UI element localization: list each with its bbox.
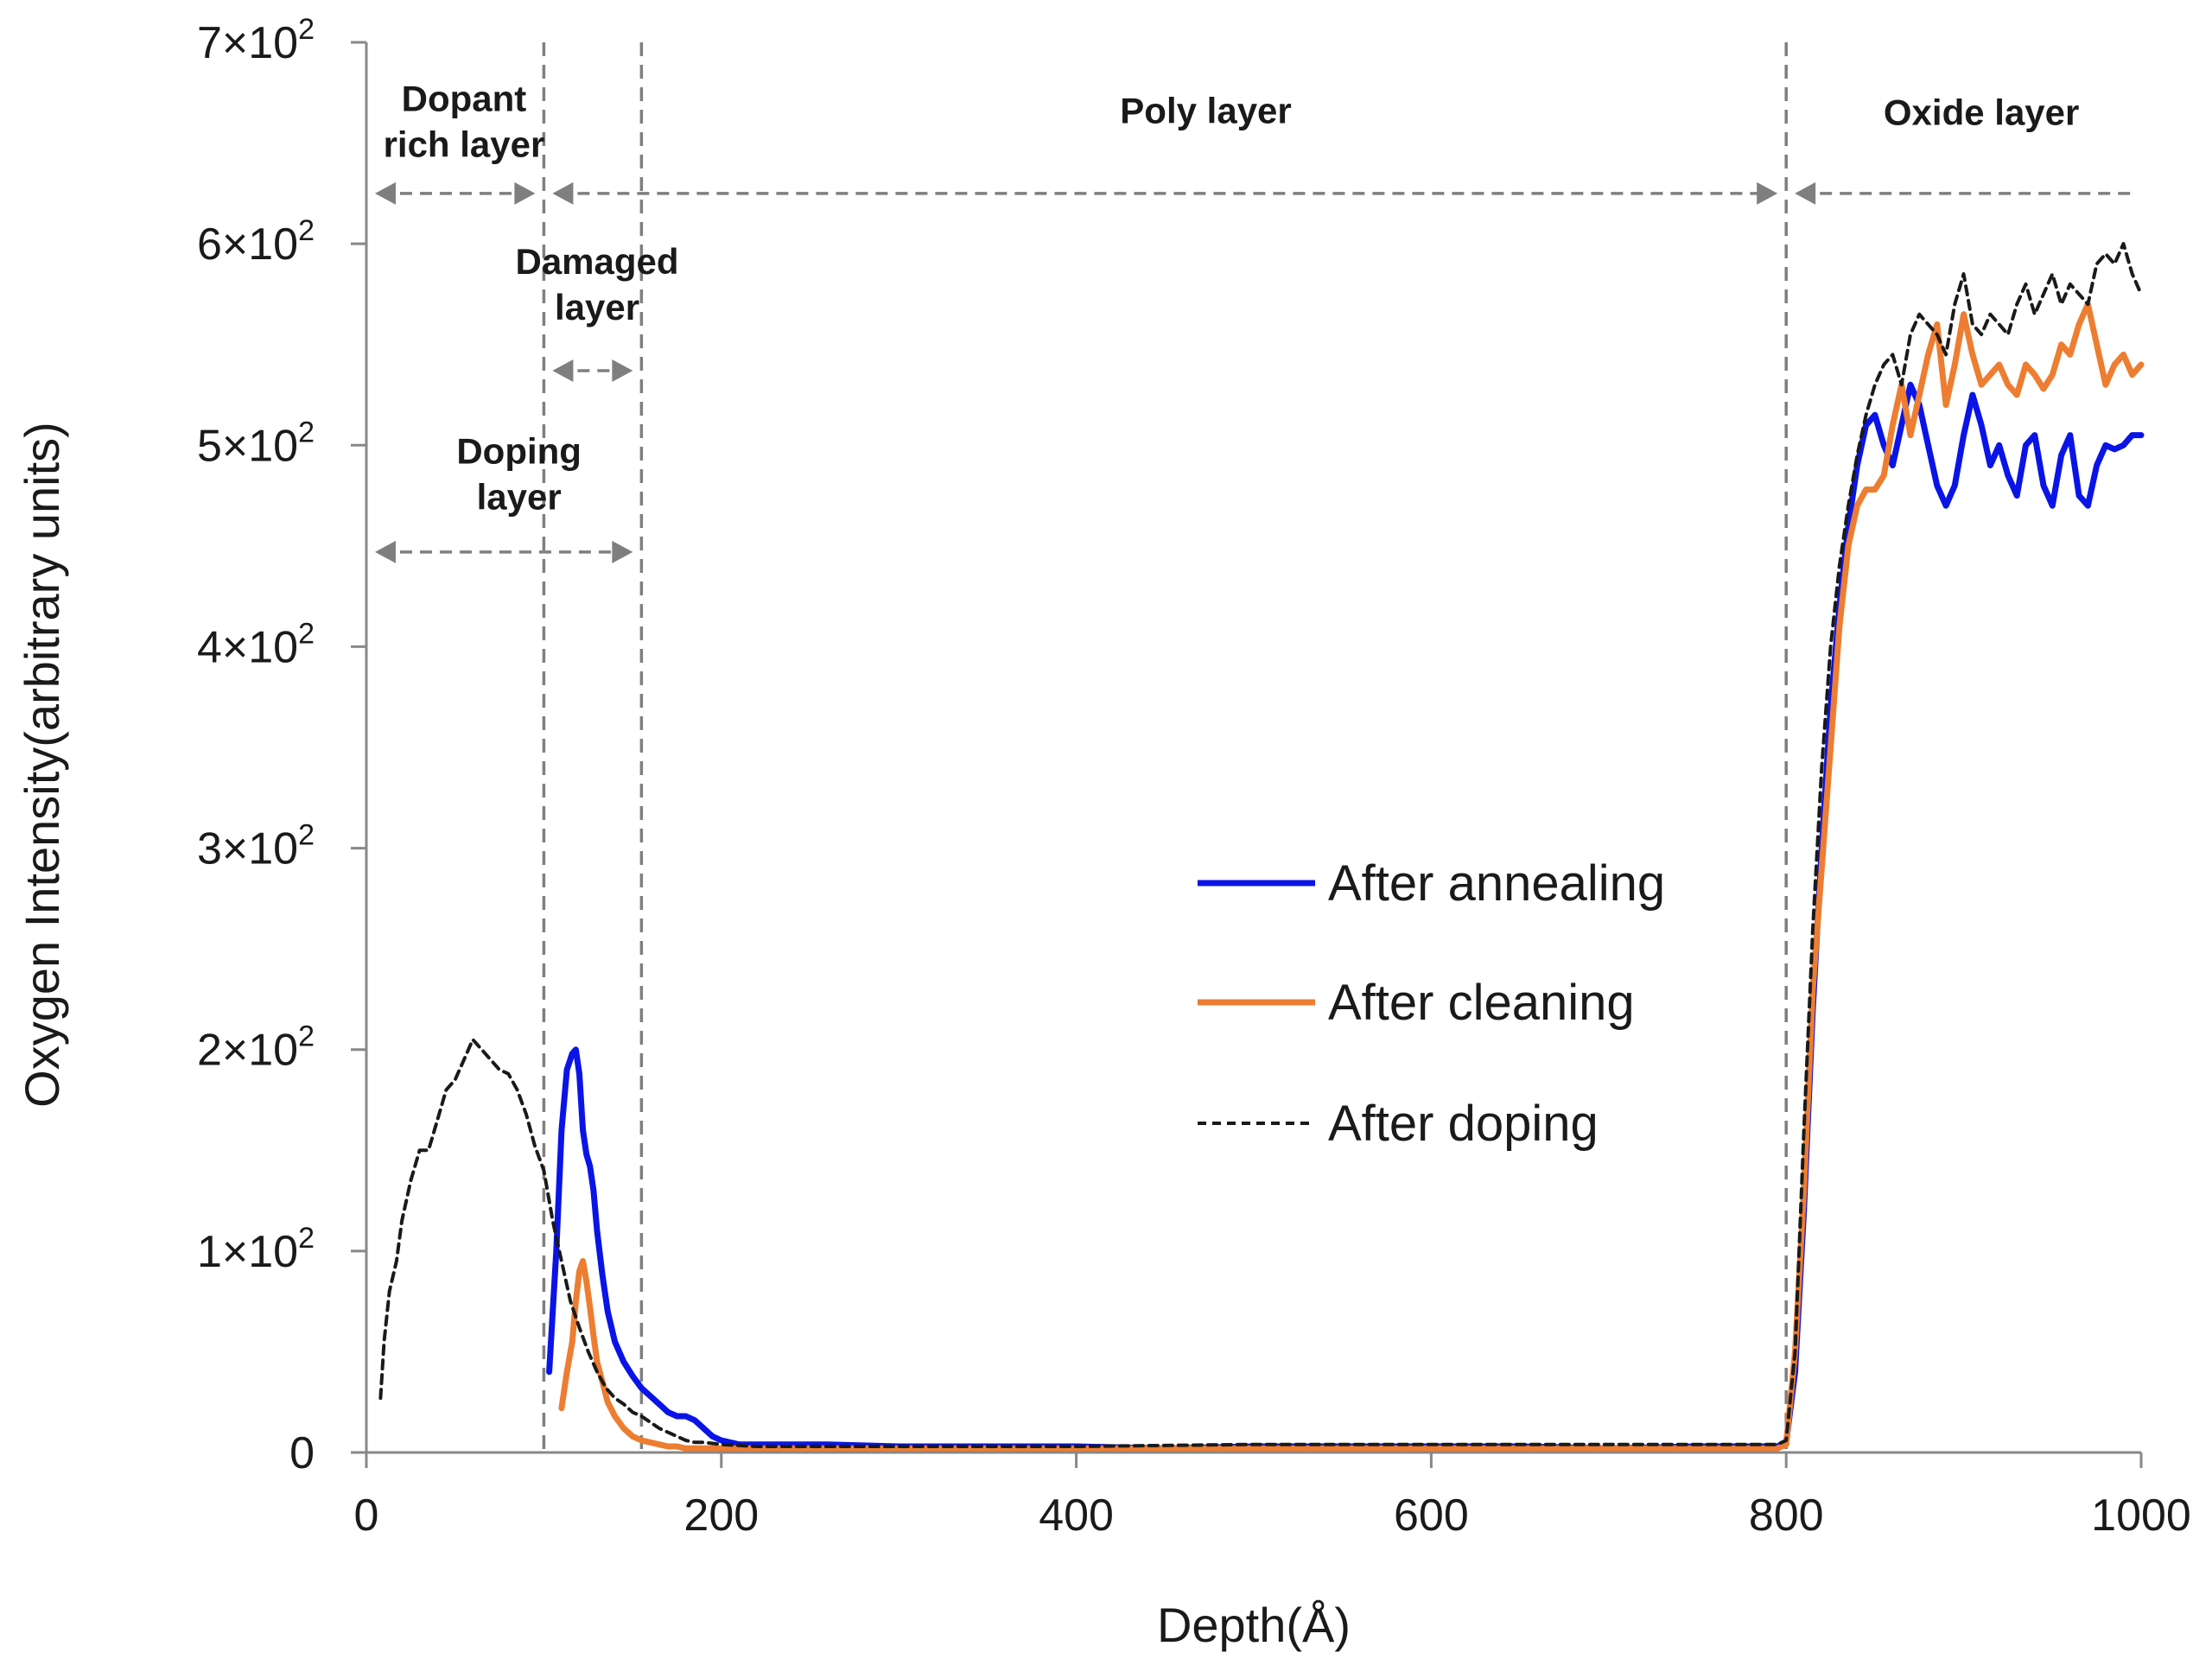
layer-label: Oxide layer (1884, 92, 2079, 133)
x-tick-label: 0 (354, 1490, 379, 1541)
x-axis-title: Depth(Å) (1157, 1598, 1351, 1652)
arrow-head (612, 359, 633, 383)
y-tick-label: 0 (289, 1428, 315, 1478)
layer-label: Poly layer (1120, 90, 1291, 130)
arrow-head (552, 359, 574, 383)
y-tick-label: 1×102 (197, 1222, 315, 1277)
legend: After annealing After cleaning After dopin… (1198, 855, 1665, 1152)
y-tick-label: 3×102 (197, 819, 315, 874)
arrow-head (1757, 181, 1778, 205)
y-tick-label: 2×102 (197, 1020, 315, 1076)
arrow-head (612, 540, 633, 563)
y-tick-label: 7×102 (197, 13, 315, 68)
layer-label: Doping layer (456, 430, 582, 517)
legend-label-after-cleaning: After cleaning (1328, 975, 1635, 1031)
legend-label-after-annealing: After annealing (1328, 855, 1665, 912)
series-line-after-annealing (546, 381, 2145, 1452)
y-tick-label: 5×102 (197, 416, 315, 471)
annotations-layer: Dopant rich layer Poly layer Oxide layer Dam… (375, 42, 2133, 1452)
axes-layer: 0 1×102 2×102 3×102 4×102 5×102 6×102 7×102 0 200… (15, 13, 2191, 1652)
y-tick-label: 6×102 (197, 214, 315, 270)
y-tick-label: 4×102 (197, 617, 315, 672)
x-tick-label: 800 (1749, 1490, 1824, 1541)
legend-label-after-doping: After doping (1328, 1096, 1599, 1152)
x-tick-label: 200 (683, 1490, 759, 1541)
y-axis-title: Oxygen Intensity(arbitrary units) (15, 422, 69, 1108)
series-line-after-doping (378, 242, 2143, 1448)
arrow-head (1795, 181, 1816, 205)
arrow-head (375, 540, 396, 563)
arrow-head (552, 181, 574, 205)
x-tick-label: 1000 (2091, 1490, 2191, 1541)
arrow-head (375, 181, 396, 205)
layer-label: Dopant rich layer (384, 78, 545, 164)
series-line-after-cleaning (558, 301, 2145, 1452)
arrow-head (514, 181, 536, 205)
series-layer (378, 242, 2145, 1452)
layer-label: Damaged layer (515, 241, 678, 327)
x-tick-label: 400 (1039, 1490, 1114, 1541)
x-tick-label: 600 (1394, 1490, 1469, 1541)
